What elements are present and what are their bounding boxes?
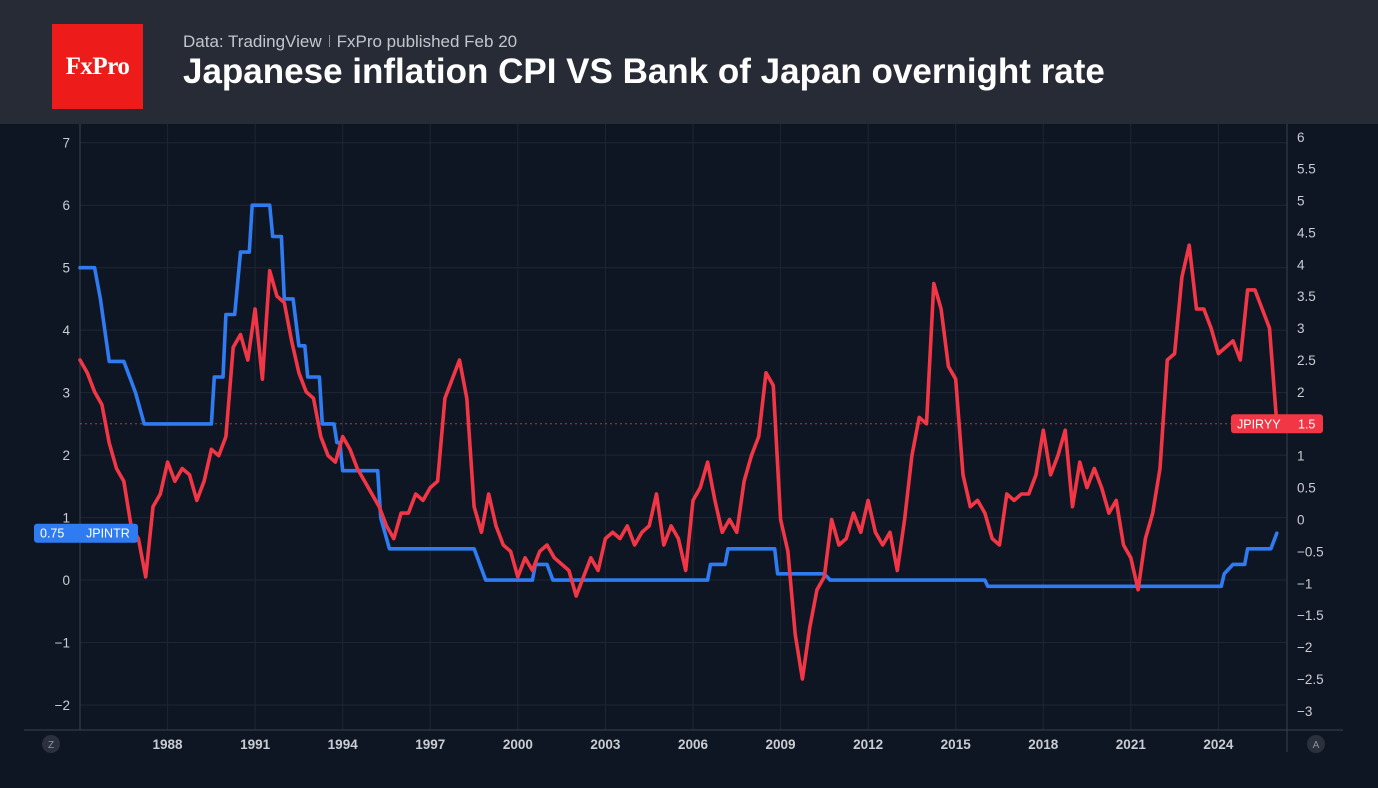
time-axis-tick-label: 1988: [153, 737, 184, 752]
right-axis-tick-label: 0.5: [1297, 481, 1316, 496]
time-axis-tick-label: 2003: [590, 737, 621, 752]
jpintr-tag-background: [34, 523, 138, 543]
auto-scale-left-label: Z: [48, 740, 54, 751]
right-axis-tick-label: −3: [1297, 704, 1312, 719]
time-axis-tick-label: 2000: [503, 737, 533, 752]
auto-scale-right-label: A: [1313, 740, 1320, 751]
jpiryy-tag-value: 1.5: [1298, 417, 1315, 431]
time-axis-tick-label: 1997: [415, 737, 445, 752]
left-axis-tick-label: 4: [62, 323, 70, 338]
time-axis-ticks: 1988 1991 1994 1997 2000 2003 2006 2009 2012 2015…: [153, 737, 1234, 752]
time-axis-tick-label: 2009: [766, 737, 796, 752]
left-axis-tick-label: 5: [62, 261, 70, 276]
right-axis-tick-label: 4.5: [1297, 225, 1316, 240]
left-axis-tick-label: 1: [62, 511, 70, 526]
publisher-label: FxPro published Feb 20: [336, 32, 518, 51]
left-axis-tick-label: 6: [62, 198, 70, 213]
left-axis-ticks: 7 6 5 4 3 2 1 0 −1 −2: [55, 136, 71, 713]
jpintr-last-value-tag[interactable]: 0.75 JPINTR: [34, 523, 138, 543]
jpiryy-series-line: [78, 243, 1279, 681]
auto-scale-left-button[interactable]: Z: [42, 735, 60, 753]
right-axis-tick-label: 5.5: [1297, 162, 1316, 177]
left-axis-tick-label: 0: [62, 573, 70, 588]
right-axis-tick-label: −2: [1297, 640, 1312, 655]
right-axis-tick-label: 1: [1297, 449, 1305, 464]
left-axis-tick-label: −1: [55, 636, 70, 651]
jpiryy-tag-background: [1231, 414, 1323, 434]
right-axis-tick-label: −1: [1297, 576, 1312, 591]
right-axis-tick-label: 3: [1297, 321, 1305, 336]
jpiryy-last-value-tag[interactable]: JPIRYY 1.5: [1231, 414, 1323, 434]
separator-icon: [328, 35, 330, 47]
right-axis-tick-label: 5: [1297, 194, 1305, 209]
left-axis-tick-label: 7: [62, 136, 70, 151]
jpintr-tag-name: JPINTR: [86, 527, 130, 541]
header-bar: FxPro Data: TradingView FxPro published F…: [0, 0, 1378, 124]
right-axis-tick-label: 2.5: [1297, 353, 1316, 368]
left-axis-tick-label: −2: [55, 698, 70, 713]
fxpro-logo[interactable]: FxPro: [52, 24, 143, 109]
right-axis-tick-label: 2: [1297, 385, 1305, 400]
jpintr-tag-value: 0.75: [40, 527, 64, 541]
right-axis-ticks: 6 5.5 5 4.5 4 3.5 3 2.5 2 1.5 1 0.5 0 −0.5 −1 −1.5 −2 −2.…: [1297, 130, 1324, 719]
right-axis-tick-label: 4: [1297, 257, 1305, 272]
chart-title: Japanese inflation CPI VS Bank of Japan …: [183, 52, 1105, 91]
time-axis-tick-label: 2015: [941, 737, 972, 752]
auto-scale-right-button[interactable]: A: [1307, 735, 1325, 753]
jpiryy-tag-name: JPIRYY: [1237, 417, 1281, 431]
left-axis-tick-label: 3: [62, 386, 70, 401]
right-axis-tick-label: −2.5: [1297, 672, 1324, 687]
time-axis-tick-label: 2006: [678, 737, 709, 752]
time-axis-tick-label: 1991: [240, 737, 271, 752]
right-axis-tick-label: −0.5: [1297, 544, 1324, 559]
right-axis-tick-label: 0: [1297, 512, 1305, 527]
right-axis-tick-label: 3.5: [1297, 289, 1316, 304]
grid-lines: [80, 124, 1287, 730]
series-layer: [78, 203, 1283, 681]
right-axis-tick-label: −1.5: [1297, 608, 1324, 623]
time-axis-tick-label: 2012: [853, 737, 883, 752]
data-source-label: Data: TradingView: [183, 32, 322, 51]
chart-area[interactable]: 7 6 5 4 3 2 1 0 −1 −2 6 5.5 5 4.5 4 3.5 3 2.5 2 1.5 1 0.5 0 −0…: [0, 124, 1378, 788]
time-axis-tick-label: 1994: [328, 737, 359, 752]
data-source-line: Data: TradingView FxPro published Feb 20: [183, 32, 517, 52]
right-axis-tick-label: 6: [1297, 130, 1305, 145]
left-axis-tick-label: 2: [62, 448, 70, 463]
time-axis-tick-label: 2018: [1028, 737, 1059, 752]
time-axis-tick-label: 2021: [1116, 737, 1147, 752]
time-axis-tick-label: 2024: [1203, 737, 1234, 752]
jpintr-series-line: [78, 203, 1279, 589]
